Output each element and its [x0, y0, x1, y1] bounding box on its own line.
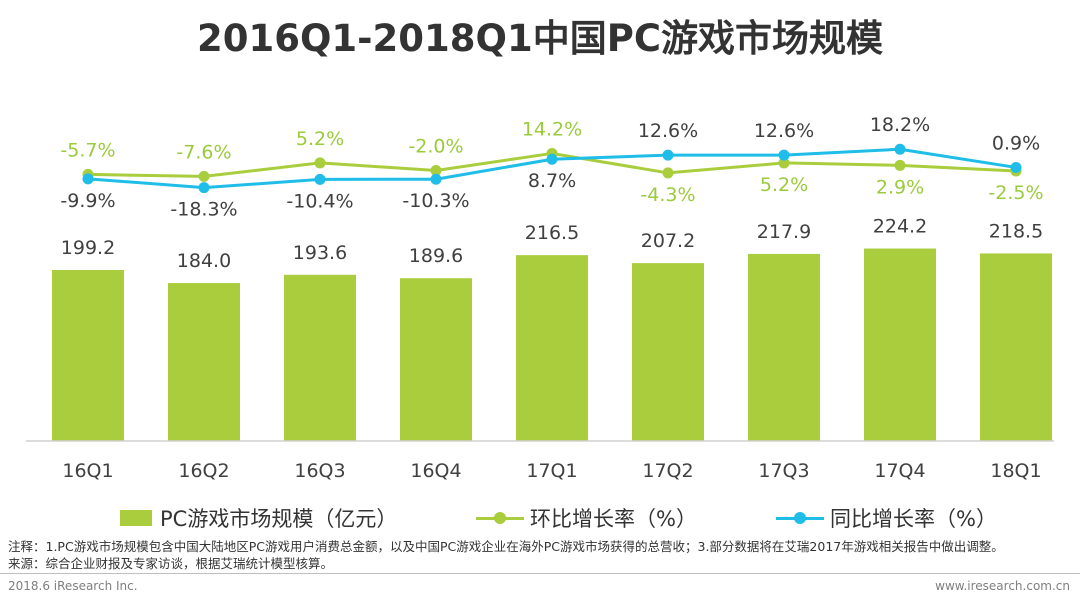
qoq-point — [778, 157, 790, 169]
note-line: 注释：1.PC游戏市场规模包含中国大陆地区PC游戏用户消费总金额，以及中国PC游… — [8, 539, 1004, 554]
bar-value-label: 224.2 — [873, 216, 927, 238]
qoq-value-label: -2.5% — [988, 182, 1043, 204]
yoy-value-label: -18.3% — [170, 199, 237, 221]
bar-18Q1 — [980, 253, 1052, 441]
qoq-point — [430, 165, 442, 177]
qoq-value-label: 5.2% — [296, 128, 344, 150]
qoq-value-label: 14.2% — [522, 118, 582, 140]
qoq-value-label: -4.3% — [640, 184, 695, 206]
yoy-point — [1010, 161, 1022, 173]
bar-17Q4 — [864, 248, 936, 441]
x-tick-label: 18Q1 — [990, 460, 1041, 482]
yoy-point — [82, 173, 94, 185]
chart-note: 注释：1.PC游戏市场规模包含中国大陆地区PC游戏用户消费总金额，以及中国PC游… — [8, 538, 1004, 572]
chart-svg: 199.2 16Q1 184.0 16Q2 193.6 16Q3 189.6 16Q4 216.… — [26, 114, 1054, 482]
footer-website: www.iresearch.com.cn — [935, 579, 1070, 593]
legend-yoy: 同比增长率（%） — [776, 503, 997, 533]
qoq-value-label: -7.6% — [176, 141, 231, 163]
yoy-value-label: 12.6% — [638, 120, 698, 142]
legend-qoq: 环比增长率（%） — [476, 503, 697, 533]
x-tick-label: 16Q1 — [62, 460, 113, 482]
yoy-value-label: 8.7% — [528, 170, 576, 192]
x-tick-label: 17Q4 — [874, 460, 925, 482]
yoy-value-label: 0.9% — [992, 132, 1040, 154]
yoy-value-label: -9.9% — [60, 190, 115, 212]
qoq-value-label: 5.2% — [760, 174, 808, 196]
footer-copyright: 2018.6 iResearch Inc. — [8, 579, 138, 593]
qoq-point — [894, 159, 906, 171]
legend-bar-swatch — [120, 510, 152, 526]
bar-16Q3 — [284, 274, 356, 441]
bar-value-label: 199.2 — [61, 237, 115, 259]
chart-title: 2016Q1-2018Q1中国PC游戏市场规模 — [197, 17, 883, 60]
qoq-point — [198, 170, 210, 182]
yoy-value-label: 12.6% — [754, 120, 814, 142]
bar-value-label: 218.5 — [989, 220, 1043, 242]
bar-17Q2 — [632, 263, 704, 441]
yoy-value-label: -10.4% — [286, 190, 353, 212]
footer-divider — [0, 573, 1080, 574]
yoy-point — [430, 173, 442, 185]
yoy-value-label: -10.3% — [402, 190, 469, 212]
bar-value-label: 184.0 — [177, 250, 231, 272]
yoy-value-label: 18.2% — [870, 114, 930, 136]
bar-value-label: 207.2 — [641, 230, 695, 252]
bar-value-label: 217.9 — [757, 221, 811, 243]
bar-17Q1 — [516, 255, 588, 441]
bar-value-label: 216.5 — [525, 222, 579, 244]
yoy-point — [198, 182, 210, 194]
x-tick-label: 17Q1 — [526, 460, 577, 482]
qoq-point — [662, 167, 674, 179]
yoy-point — [546, 153, 558, 165]
x-tick-label: 16Q2 — [178, 460, 229, 482]
bar-16Q2 — [168, 283, 240, 441]
bar-16Q1 — [52, 270, 124, 441]
qoq-value-label: -2.0% — [408, 136, 463, 158]
bar-value-label: 189.6 — [409, 245, 463, 267]
qoq-value-label: 2.9% — [876, 176, 924, 198]
x-tick-label: 16Q3 — [294, 460, 345, 482]
legend-bar-label: PC游戏市场规模（亿元） — [160, 507, 398, 531]
note-line: 来源：综合企业财报及专家访谈，根据艾瑞统计模型核算。 — [8, 556, 334, 571]
bar-value-label: 193.6 — [293, 242, 347, 264]
bar-16Q4 — [400, 278, 472, 441]
legend-yoy-label: 同比增长率（%） — [830, 507, 997, 531]
yoy-point — [894, 143, 906, 155]
legend-bar: PC游戏市场规模（亿元） — [120, 503, 397, 533]
bar-17Q3 — [748, 253, 820, 441]
yoy-point — [314, 173, 326, 185]
yoy-point — [778, 149, 790, 161]
qoq-value-label: -5.7% — [60, 139, 115, 161]
x-tick-label: 17Q3 — [758, 460, 809, 482]
x-tick-label: 17Q2 — [642, 460, 693, 482]
legend-yoy-swatch — [776, 508, 824, 528]
legend-qoq-swatch — [476, 508, 524, 528]
qoq-point — [314, 157, 326, 169]
x-tick-label: 16Q4 — [410, 460, 461, 482]
yoy-point — [662, 149, 674, 161]
legend-qoq-label: 环比增长率（%） — [530, 507, 697, 531]
